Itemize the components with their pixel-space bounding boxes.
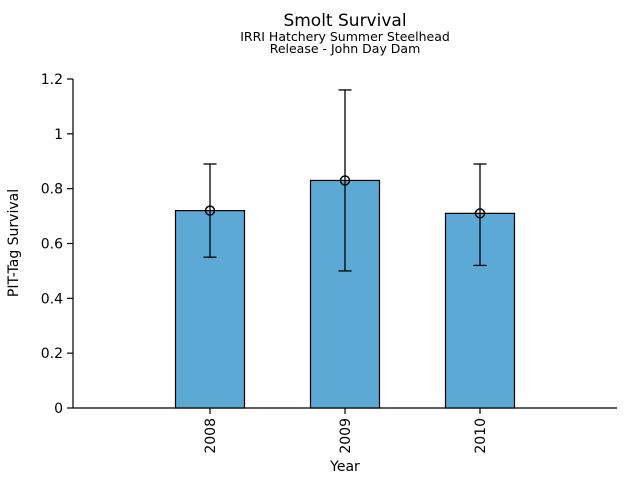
x-tick-label: 2008 <box>203 418 219 454</box>
y-tick-label: 1 <box>54 127 63 143</box>
y-tick-label: 0.2 <box>41 346 63 362</box>
chart-subtitle-line1: IRRI Hatchery Summer Steelhead <box>240 29 450 44</box>
y-tick-label: 0 <box>54 401 63 417</box>
y-tick-label: 1.2 <box>41 72 63 88</box>
mean-marker-circle <box>339 175 351 186</box>
mean-marker-circle <box>204 205 216 216</box>
y-axis-label: PIT-Tag Survival <box>6 189 22 297</box>
y-tick-label: 0.8 <box>41 182 63 198</box>
y-tick-label: 0.4 <box>41 291 63 307</box>
y-tick-label: 0.6 <box>41 237 63 253</box>
plot-area: 0 0.2 0.4 0.6 0.8 1 1.2 2008 2009 2010 <box>41 72 617 454</box>
chart-subtitle-line2: Release - John Day Dam <box>270 41 421 56</box>
x-tick-label: 2009 <box>338 418 354 454</box>
x-tick-label: 2010 <box>473 418 489 454</box>
x-axis-label: Year <box>329 459 360 475</box>
chart-title: Smolt Survival <box>283 11 406 31</box>
mean-marker-circle <box>474 208 486 219</box>
